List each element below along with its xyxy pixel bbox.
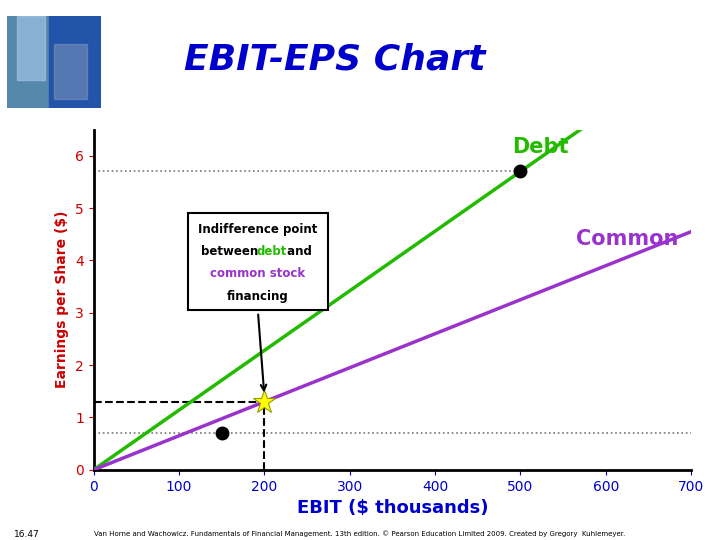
Bar (54, 44, 87, 99)
Text: common stock: common stock (210, 267, 305, 280)
Text: debt: debt (256, 245, 287, 258)
Text: and: and (284, 245, 312, 258)
Bar (50, 16, 101, 108)
Text: Common: Common (576, 229, 678, 249)
X-axis label: EBIT ($ thousands): EBIT ($ thousands) (297, 499, 488, 517)
Text: 16.47: 16.47 (14, 530, 40, 539)
Text: EBIT-EPS Chart: EBIT-EPS Chart (184, 43, 486, 76)
Bar (7, 16, 50, 108)
Text: financing: financing (227, 289, 289, 302)
Text: Van Horne and Wachowicz. Fundamentals of Financial Management. 13th edition. © P: Van Horne and Wachowicz. Fundamentals of… (94, 531, 626, 537)
Text: between: between (201, 245, 262, 258)
Bar (17, 16, 45, 80)
FancyBboxPatch shape (187, 213, 328, 310)
Y-axis label: Earnings per Share ($): Earnings per Share ($) (55, 211, 69, 388)
Text: Debt: Debt (512, 137, 568, 157)
Text: Indifference point: Indifference point (198, 223, 318, 236)
